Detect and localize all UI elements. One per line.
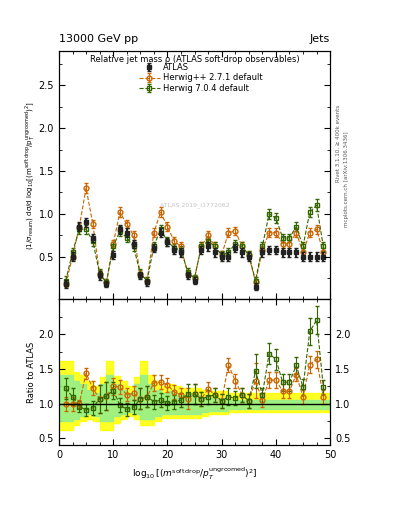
Text: Relative jet mass ρ (ATLAS soft-drop observables): Relative jet mass ρ (ATLAS soft-drop obs… (90, 55, 299, 64)
Text: ATLAS 2019_I1772062: ATLAS 2019_I1772062 (160, 202, 230, 208)
Text: Jets: Jets (310, 34, 330, 44)
Legend: ATLAS, Herwig++ 2.7.1 default, Herwig 7.0.4 default: ATLAS, Herwig++ 2.7.1 default, Herwig 7.… (136, 60, 265, 96)
Text: Rivet 3.1.10, ≥ 400k events: Rivet 3.1.10, ≥ 400k events (336, 105, 341, 182)
X-axis label: $\log_{10}[(m^{\rm soft\,drop}/p_T^{\rm ungroomed})^2]$: $\log_{10}[(m^{\rm soft\,drop}/p_T^{\rm … (132, 466, 257, 482)
Text: mcplots.cern.ch [arXiv:1306.3436]: mcplots.cern.ch [arXiv:1306.3436] (344, 132, 349, 227)
Text: 13000 GeV pp: 13000 GeV pp (59, 34, 138, 44)
Y-axis label: Ratio to ATLAS: Ratio to ATLAS (27, 342, 36, 403)
Y-axis label: (1/σ$_{\rm resum}$) dσ/d log$_{10}$[(m$^{\rm soft\,drop}$/p$_T^{\rm ungroomed}$): (1/σ$_{\rm resum}$) dσ/d log$_{10}$[(m$^… (24, 101, 37, 250)
